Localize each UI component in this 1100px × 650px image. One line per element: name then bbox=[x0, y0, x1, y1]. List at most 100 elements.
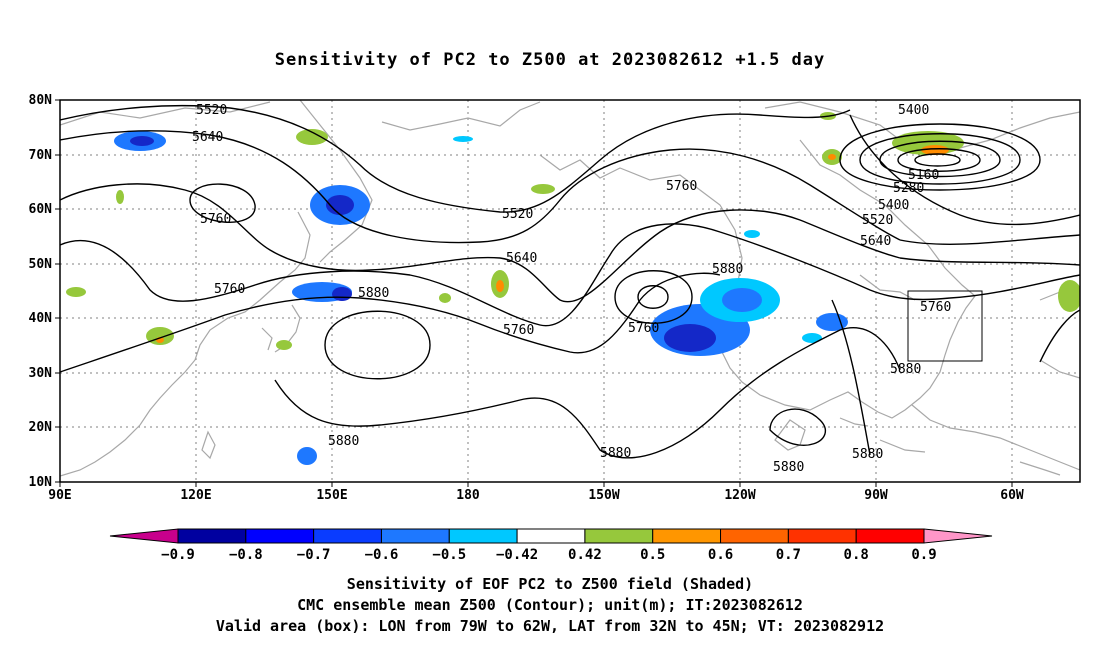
contour-label: 5640 bbox=[860, 234, 891, 249]
contour-label: 5760 bbox=[666, 179, 697, 194]
contour-label: 5160 bbox=[908, 168, 939, 183]
contour-label: 5640 bbox=[506, 251, 537, 266]
colorbar-label: 0.6 bbox=[708, 547, 733, 563]
lon-label: 180 bbox=[456, 488, 480, 503]
colorbar-label: −0.9 bbox=[161, 547, 195, 563]
plot-title: Sensitivity of PC2 to Z500 at 2023082612… bbox=[274, 50, 826, 70]
colorbar-swatch bbox=[855, 528, 925, 544]
shade-positive bbox=[276, 340, 292, 350]
valid-area-box bbox=[907, 290, 983, 362]
contour-label: 5640 bbox=[192, 130, 223, 145]
colorbar: −0.9 −0.8 −0.7 −0.6 −0.5 −0.42 0.42 0.5 0.6 0.7 0.… bbox=[109, 528, 993, 563]
shade-positive bbox=[66, 287, 86, 297]
shade-positive bbox=[116, 190, 124, 204]
shade-positive bbox=[531, 184, 555, 194]
map-border bbox=[59, 99, 1081, 483]
shade-negative bbox=[453, 136, 473, 142]
colorbar-label: −0.5 bbox=[432, 547, 466, 563]
contour-label: 5760 bbox=[214, 282, 245, 297]
caption-line-2: CMC ensemble mean Z500 (Contour); unit(m… bbox=[297, 596, 803, 614]
tick-marks bbox=[55, 99, 1013, 487]
contour-label: 5760 bbox=[920, 300, 951, 315]
lat-label: 50N bbox=[29, 257, 53, 272]
contour-label: 5760 bbox=[503, 323, 534, 338]
colorbar-label: −0.8 bbox=[229, 547, 263, 563]
colorbar-label: −0.42 bbox=[496, 547, 538, 563]
shade-negative bbox=[802, 333, 822, 343]
shade-positive bbox=[439, 293, 451, 303]
caption-line-3: Valid area (box): LON from 79W to 62W, L… bbox=[215, 617, 885, 635]
lon-label: 120E bbox=[180, 488, 211, 503]
colorbar-swatch bbox=[516, 528, 586, 544]
colorbar-label: 0.7 bbox=[776, 547, 801, 563]
lat-label: 80N bbox=[29, 93, 53, 108]
contour-label: 5400 bbox=[878, 198, 909, 213]
colorbar-swatch bbox=[245, 528, 315, 544]
colorbar-swatch bbox=[584, 528, 654, 544]
colorbar-label: 0.42 bbox=[568, 547, 602, 563]
contour-label: 5400 bbox=[898, 103, 929, 118]
contour-label: 5880 bbox=[328, 434, 359, 449]
gridlines bbox=[60, 100, 1080, 482]
lat-label: 10N bbox=[29, 475, 53, 490]
contour-label: 5760 bbox=[200, 212, 231, 227]
lon-label: 60W bbox=[1000, 488, 1024, 503]
contour-label: 5880 bbox=[852, 447, 883, 462]
lon-label: 120W bbox=[724, 488, 755, 503]
contour-label: 5760 bbox=[628, 321, 659, 336]
map-panel: 5520 5640 5760 5520 5640 5760 5880 5880 … bbox=[59, 99, 1081, 483]
colorbar-swatch bbox=[109, 528, 179, 544]
shade-positive bbox=[496, 280, 504, 292]
lat-label: 70N bbox=[29, 148, 53, 163]
contour-label: 5280 bbox=[893, 181, 924, 196]
colorbar-swatch bbox=[652, 528, 722, 544]
latitude-axis: 80N 70N 60N 50N 40N 30N 20N 10N bbox=[29, 93, 53, 490]
shade-negative bbox=[326, 195, 354, 215]
lon-label: 90E bbox=[48, 488, 71, 503]
caption: Sensitivity of EOF PC2 to Z500 field (Sh… bbox=[0, 574, 1100, 637]
contour-label-group: 5520 5640 5760 5520 5640 5760 5880 5880 … bbox=[192, 103, 951, 475]
shade-negative bbox=[816, 313, 848, 331]
longitude-axis: 90E 120E 150E 180 150W 120W 90W 60W bbox=[48, 488, 1024, 503]
lat-label: 30N bbox=[29, 366, 53, 381]
colorbar-swatch bbox=[448, 528, 518, 544]
lat-label: 60N bbox=[29, 202, 53, 217]
contour-label: 5880 bbox=[600, 446, 631, 461]
shade-negative bbox=[130, 136, 154, 146]
colorbar-swatch bbox=[787, 528, 857, 544]
contour-label: 5880 bbox=[773, 460, 804, 475]
lon-label: 150W bbox=[588, 488, 619, 503]
colorbar-swatch bbox=[177, 528, 247, 544]
coastlines bbox=[60, 100, 1080, 477]
colorbar-label: −0.7 bbox=[297, 547, 331, 563]
z500-contours bbox=[60, 104, 1080, 459]
lat-label: 20N bbox=[29, 420, 53, 435]
contour-label: 5880 bbox=[358, 286, 389, 301]
colorbar-label: −0.6 bbox=[365, 547, 399, 563]
shade-positive bbox=[828, 154, 836, 160]
colorbar-swatch bbox=[313, 528, 382, 544]
shade-positive bbox=[1058, 280, 1080, 312]
lon-label: 150E bbox=[316, 488, 347, 503]
shade-negative bbox=[332, 287, 352, 301]
contour-label: 5880 bbox=[712, 262, 743, 277]
shade-negative bbox=[297, 447, 317, 465]
contour-label: 5520 bbox=[862, 213, 893, 228]
shade-positive bbox=[921, 145, 949, 155]
contour-label: 5880 bbox=[890, 362, 921, 377]
shade-positive bbox=[296, 129, 328, 145]
colorbar-label: 0.9 bbox=[911, 547, 936, 563]
shade-negative bbox=[664, 324, 716, 352]
colorbar-swatch bbox=[923, 528, 993, 544]
colorbar-swatch bbox=[380, 528, 450, 544]
contour-label: 5520 bbox=[196, 103, 227, 118]
colorbar-swatch bbox=[720, 528, 789, 544]
contour-label: 5520 bbox=[502, 207, 533, 222]
lon-label: 90W bbox=[864, 488, 888, 503]
colorbar-label: 0.5 bbox=[640, 547, 665, 563]
shade-negative bbox=[722, 288, 762, 312]
shade-negative bbox=[744, 230, 760, 238]
lat-label: 40N bbox=[29, 311, 53, 326]
colorbar-label: 0.8 bbox=[844, 547, 869, 563]
